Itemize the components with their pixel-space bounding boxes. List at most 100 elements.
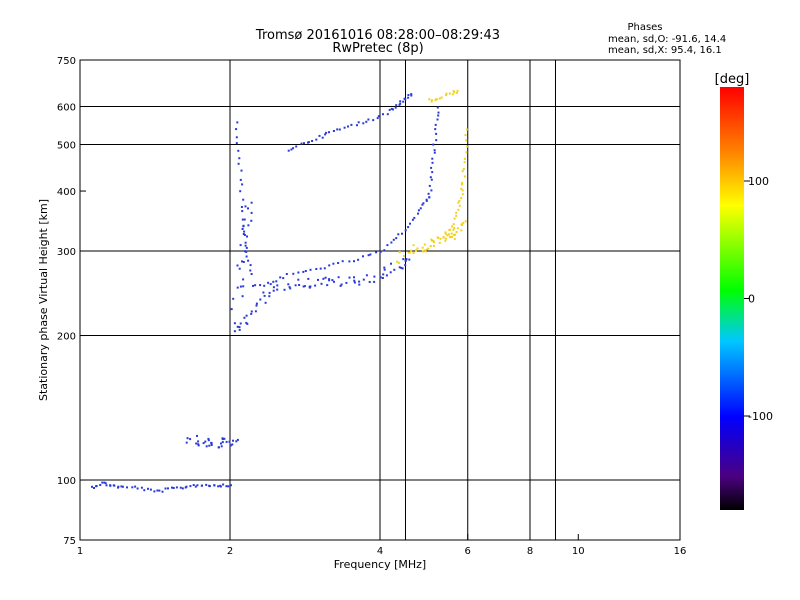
data-point xyxy=(430,166,433,169)
data-point xyxy=(156,489,159,492)
data-point xyxy=(416,247,419,250)
data-point xyxy=(235,142,238,145)
data-point xyxy=(298,284,301,286)
data-point xyxy=(322,277,325,280)
data-point xyxy=(205,445,208,448)
data-point xyxy=(448,233,450,236)
data-point xyxy=(464,134,467,137)
data-point xyxy=(422,202,425,205)
data-point xyxy=(172,487,175,489)
data-point xyxy=(232,439,234,442)
data-point xyxy=(373,280,376,283)
data-point xyxy=(365,120,368,123)
data-point xyxy=(302,270,305,273)
data-point xyxy=(446,234,449,237)
data-point xyxy=(356,124,358,127)
stats-line-x: mean, sd,X: 95.4, 16.1 xyxy=(608,45,722,56)
data-point xyxy=(252,284,254,287)
data-point xyxy=(255,304,258,307)
data-point xyxy=(272,280,275,283)
x-tick-label: 10 xyxy=(572,546,585,557)
data-point xyxy=(460,187,463,190)
data-point xyxy=(357,258,360,261)
data-point xyxy=(430,189,433,192)
data-point xyxy=(104,482,107,485)
data-point xyxy=(336,128,339,131)
data-point xyxy=(417,212,419,215)
data-point xyxy=(407,226,410,229)
stats-line-o: mean, sd,O: -91.6, 14.4 xyxy=(608,34,726,45)
data-point xyxy=(403,255,406,257)
data-point xyxy=(460,183,463,186)
data-point xyxy=(451,93,454,96)
colorbar-label: [deg] xyxy=(715,72,750,87)
data-point xyxy=(434,99,437,102)
data-point xyxy=(242,278,245,281)
data-point xyxy=(373,275,376,278)
data-point xyxy=(318,134,321,137)
data-point xyxy=(442,236,445,239)
data-point xyxy=(432,143,435,146)
data-point xyxy=(243,218,246,221)
data-point xyxy=(460,229,463,232)
data-point xyxy=(333,280,335,283)
data-point xyxy=(245,246,248,249)
data-point xyxy=(302,285,305,288)
y-tick-label: 100 xyxy=(57,476,76,487)
data-point xyxy=(239,322,242,325)
data-point xyxy=(230,484,232,487)
data-point xyxy=(429,245,432,247)
data-point xyxy=(289,287,292,290)
data-point xyxy=(227,485,230,488)
data-point xyxy=(427,247,430,250)
data-point xyxy=(357,121,360,124)
data-point xyxy=(358,280,361,283)
data-point xyxy=(207,437,210,440)
data-point xyxy=(455,211,458,214)
data-point xyxy=(231,443,234,446)
data-point xyxy=(235,128,238,131)
data-point xyxy=(186,437,189,440)
data-point xyxy=(103,481,106,484)
x-tick-label: 4 xyxy=(377,546,383,557)
data-point xyxy=(221,441,224,444)
data-point xyxy=(208,444,211,447)
data-point xyxy=(196,434,198,437)
data-point xyxy=(379,250,382,253)
data-point xyxy=(462,221,465,224)
data-point xyxy=(228,440,231,443)
data-point xyxy=(268,295,271,298)
data-point xyxy=(454,233,457,236)
data-point xyxy=(461,224,464,226)
y-tick-label: 75 xyxy=(63,536,76,547)
data-point xyxy=(307,277,310,280)
data-point xyxy=(353,260,355,263)
data-point xyxy=(319,267,322,270)
data-point xyxy=(409,222,411,225)
data-point xyxy=(379,276,382,279)
y-tick-label: 500 xyxy=(57,141,76,152)
data-point xyxy=(269,283,272,286)
data-point xyxy=(236,438,239,441)
data-point xyxy=(332,130,335,132)
data-point xyxy=(217,485,220,488)
data-point xyxy=(451,225,453,228)
data-point xyxy=(117,485,120,488)
data-point xyxy=(254,284,257,287)
data-point xyxy=(205,483,208,486)
data-point xyxy=(283,288,286,291)
data-point xyxy=(207,439,210,442)
colorbar-tick-label: -100 xyxy=(748,410,773,423)
data-point xyxy=(341,260,344,263)
data-point xyxy=(323,267,326,270)
data-point xyxy=(398,250,401,253)
data-point xyxy=(458,204,461,207)
data-point xyxy=(307,141,310,144)
data-point xyxy=(453,91,456,94)
data-point xyxy=(242,261,245,263)
data-point xyxy=(264,301,267,304)
data-point xyxy=(147,487,149,490)
data-point xyxy=(462,168,465,170)
data-point xyxy=(417,209,420,212)
